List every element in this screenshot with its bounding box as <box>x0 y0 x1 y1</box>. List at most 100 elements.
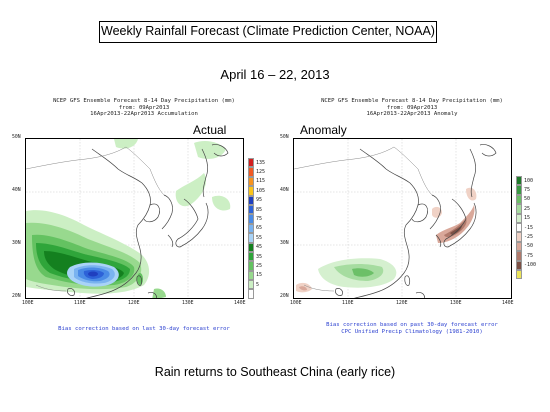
map-header: NCEP GFS Ensemble Forecast 8-14 Day Prec… <box>10 98 278 118</box>
legend-label: 55 <box>256 234 263 241</box>
legend-label: 50 <box>524 196 531 203</box>
legend-entry <box>516 269 536 280</box>
lat-tick: 50N <box>12 135 21 140</box>
legend-swatch <box>248 214 254 224</box>
map-label-actual: Actual <box>193 123 227 137</box>
legend-label: 45 <box>256 244 263 251</box>
legend-label: 75 <box>524 187 531 194</box>
legend-entry: 15 <box>248 270 265 281</box>
legend-label: 95 <box>256 197 263 204</box>
legend-entry: 125 <box>248 167 266 177</box>
lon-tick: 120E <box>396 301 408 306</box>
legend-entry <box>248 289 265 299</box>
legend-entry: 115 <box>248 176 266 187</box>
legend-entry: 25 <box>516 204 536 214</box>
lon-tick: 120E <box>128 301 140 306</box>
note-line: Bias correction based on past 30-day for… <box>326 322 498 328</box>
legend-swatch <box>248 186 254 196</box>
note-line: Bias correction based on last 30-day for… <box>58 326 230 332</box>
legend-label: 105 <box>256 187 266 194</box>
legend-swatch <box>516 194 522 205</box>
anomaly-legend: 100 75 50 25 15 -15 -25 -50 -75 -100 <box>516 176 537 280</box>
lat-tick: 30N <box>280 241 289 246</box>
legend-swatch <box>516 269 522 280</box>
legend-label: -100 <box>524 262 537 269</box>
lon-tick: 140E <box>234 301 246 306</box>
lon-tick: 110E <box>342 301 354 306</box>
lon-tick: 100E <box>290 301 302 306</box>
map-canvas <box>294 139 511 298</box>
legend-entry: 75 <box>248 214 265 224</box>
legend-label: 125 <box>256 169 266 176</box>
legend-swatch <box>248 280 254 290</box>
header-line-2: from: 09Apr2013 <box>386 104 438 111</box>
legend-entry: -100 <box>516 260 537 270</box>
legend-label: -25 <box>524 234 534 241</box>
map-note: Bias correction based on past 30-day for… <box>278 322 546 336</box>
legend-label: 25 <box>524 205 531 212</box>
legend-label: 5 <box>256 281 260 288</box>
legend-swatch <box>516 241 522 252</box>
legend-swatch <box>248 261 254 271</box>
lat-tick: 50N <box>280 135 289 140</box>
map-note: Bias correction based on last 30-day for… <box>10 326 278 333</box>
legend-swatch <box>516 232 522 242</box>
lat-tick: 30N <box>12 241 21 246</box>
legend-swatch <box>248 223 254 234</box>
legend-entry: 105 <box>248 186 266 196</box>
legend-swatch <box>516 251 522 261</box>
legend-swatch <box>248 176 254 187</box>
legend-entry: 35 <box>248 251 265 262</box>
lat-tick: 20N <box>280 294 289 299</box>
lon-tick: 130E <box>450 301 462 306</box>
legend-swatch <box>516 176 522 186</box>
legend-label: -50 <box>524 243 534 250</box>
slide-title: Weekly Rainfall Forecast (Climate Predic… <box>99 21 437 43</box>
legend-swatch <box>248 289 254 299</box>
legend-entry: -50 <box>516 241 536 252</box>
note-line: CPC Unified Precip Climatology (1981-201… <box>341 329 483 335</box>
legend-label: 25 <box>256 262 263 269</box>
header-line-1: NCEP GFS Ensemble Forecast 8-14 Day Prec… <box>321 98 503 104</box>
legend-entry: -75 <box>516 251 536 261</box>
legend-entry: 85 <box>248 204 265 215</box>
legend-swatch <box>248 195 254 205</box>
legend-entry: 15 <box>516 213 536 223</box>
panel-actual: NCEP GFS Ensemble Forecast 8-14 Day Prec… <box>10 96 278 346</box>
legend-swatch <box>248 251 254 262</box>
legend-swatch <box>516 260 522 270</box>
legend-swatch <box>516 222 522 233</box>
lat-tick: 40N <box>12 188 21 193</box>
legend-entry: 25 <box>248 261 265 271</box>
lon-tick: 130E <box>182 301 194 306</box>
legend-label: 115 <box>256 178 266 185</box>
legend-entry: -15 <box>516 222 536 233</box>
panel-anomaly: NCEP GFS Ensemble Forecast 8-14 Day Prec… <box>278 96 546 346</box>
legend-swatch <box>248 233 254 243</box>
legend-entry: 65 <box>248 223 265 234</box>
header-line-3: 16Apr2013-22Apr2013 Accumulation <box>90 111 198 118</box>
lat-tick: 40N <box>280 188 289 193</box>
header-line-2: from: 09Apr2013 <box>118 104 170 111</box>
precip-anomaly-map <box>293 138 512 299</box>
legend-entry: 45 <box>248 242 265 252</box>
legend-label: 35 <box>256 253 263 260</box>
lon-tick: 100E <box>22 301 34 306</box>
precip-legend: 135 125 115 105 95 85 75 65 55 45 35 25 15 5 <box>248 158 265 299</box>
legend-entry: 50 <box>516 194 536 205</box>
legend-entry: 100 <box>516 176 536 186</box>
precip-accumulation-map <box>25 138 244 299</box>
lon-tick: 110E <box>74 301 86 306</box>
legend-label: -15 <box>524 224 534 231</box>
legend-entry: -25 <box>516 232 536 242</box>
map-header: NCEP GFS Ensemble Forecast 8-14 Day Prec… <box>278 98 546 118</box>
legend-label: 135 <box>256 159 266 166</box>
legend-label: 85 <box>256 206 263 213</box>
lat-tick: 20N <box>12 294 21 299</box>
legend-entry: 75 <box>516 185 536 195</box>
legend-swatch <box>516 213 522 223</box>
date-range: April 16 – 22, 2013 <box>220 67 330 82</box>
map-canvas <box>26 139 243 298</box>
legend-swatch <box>248 270 254 281</box>
legend-entry: 135 <box>248 158 266 168</box>
